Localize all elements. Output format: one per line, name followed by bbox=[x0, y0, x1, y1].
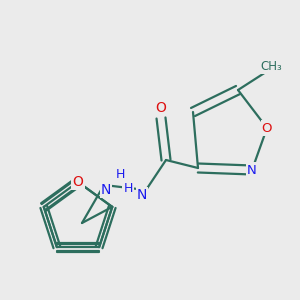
Text: O: O bbox=[73, 175, 83, 189]
Text: H: H bbox=[115, 169, 125, 182]
Text: O: O bbox=[262, 122, 272, 134]
Text: O: O bbox=[156, 101, 167, 115]
Text: N: N bbox=[247, 164, 257, 176]
Text: N: N bbox=[101, 183, 111, 197]
Text: CH₃: CH₃ bbox=[260, 61, 282, 74]
Text: N: N bbox=[137, 188, 147, 202]
Text: H: H bbox=[123, 182, 133, 194]
